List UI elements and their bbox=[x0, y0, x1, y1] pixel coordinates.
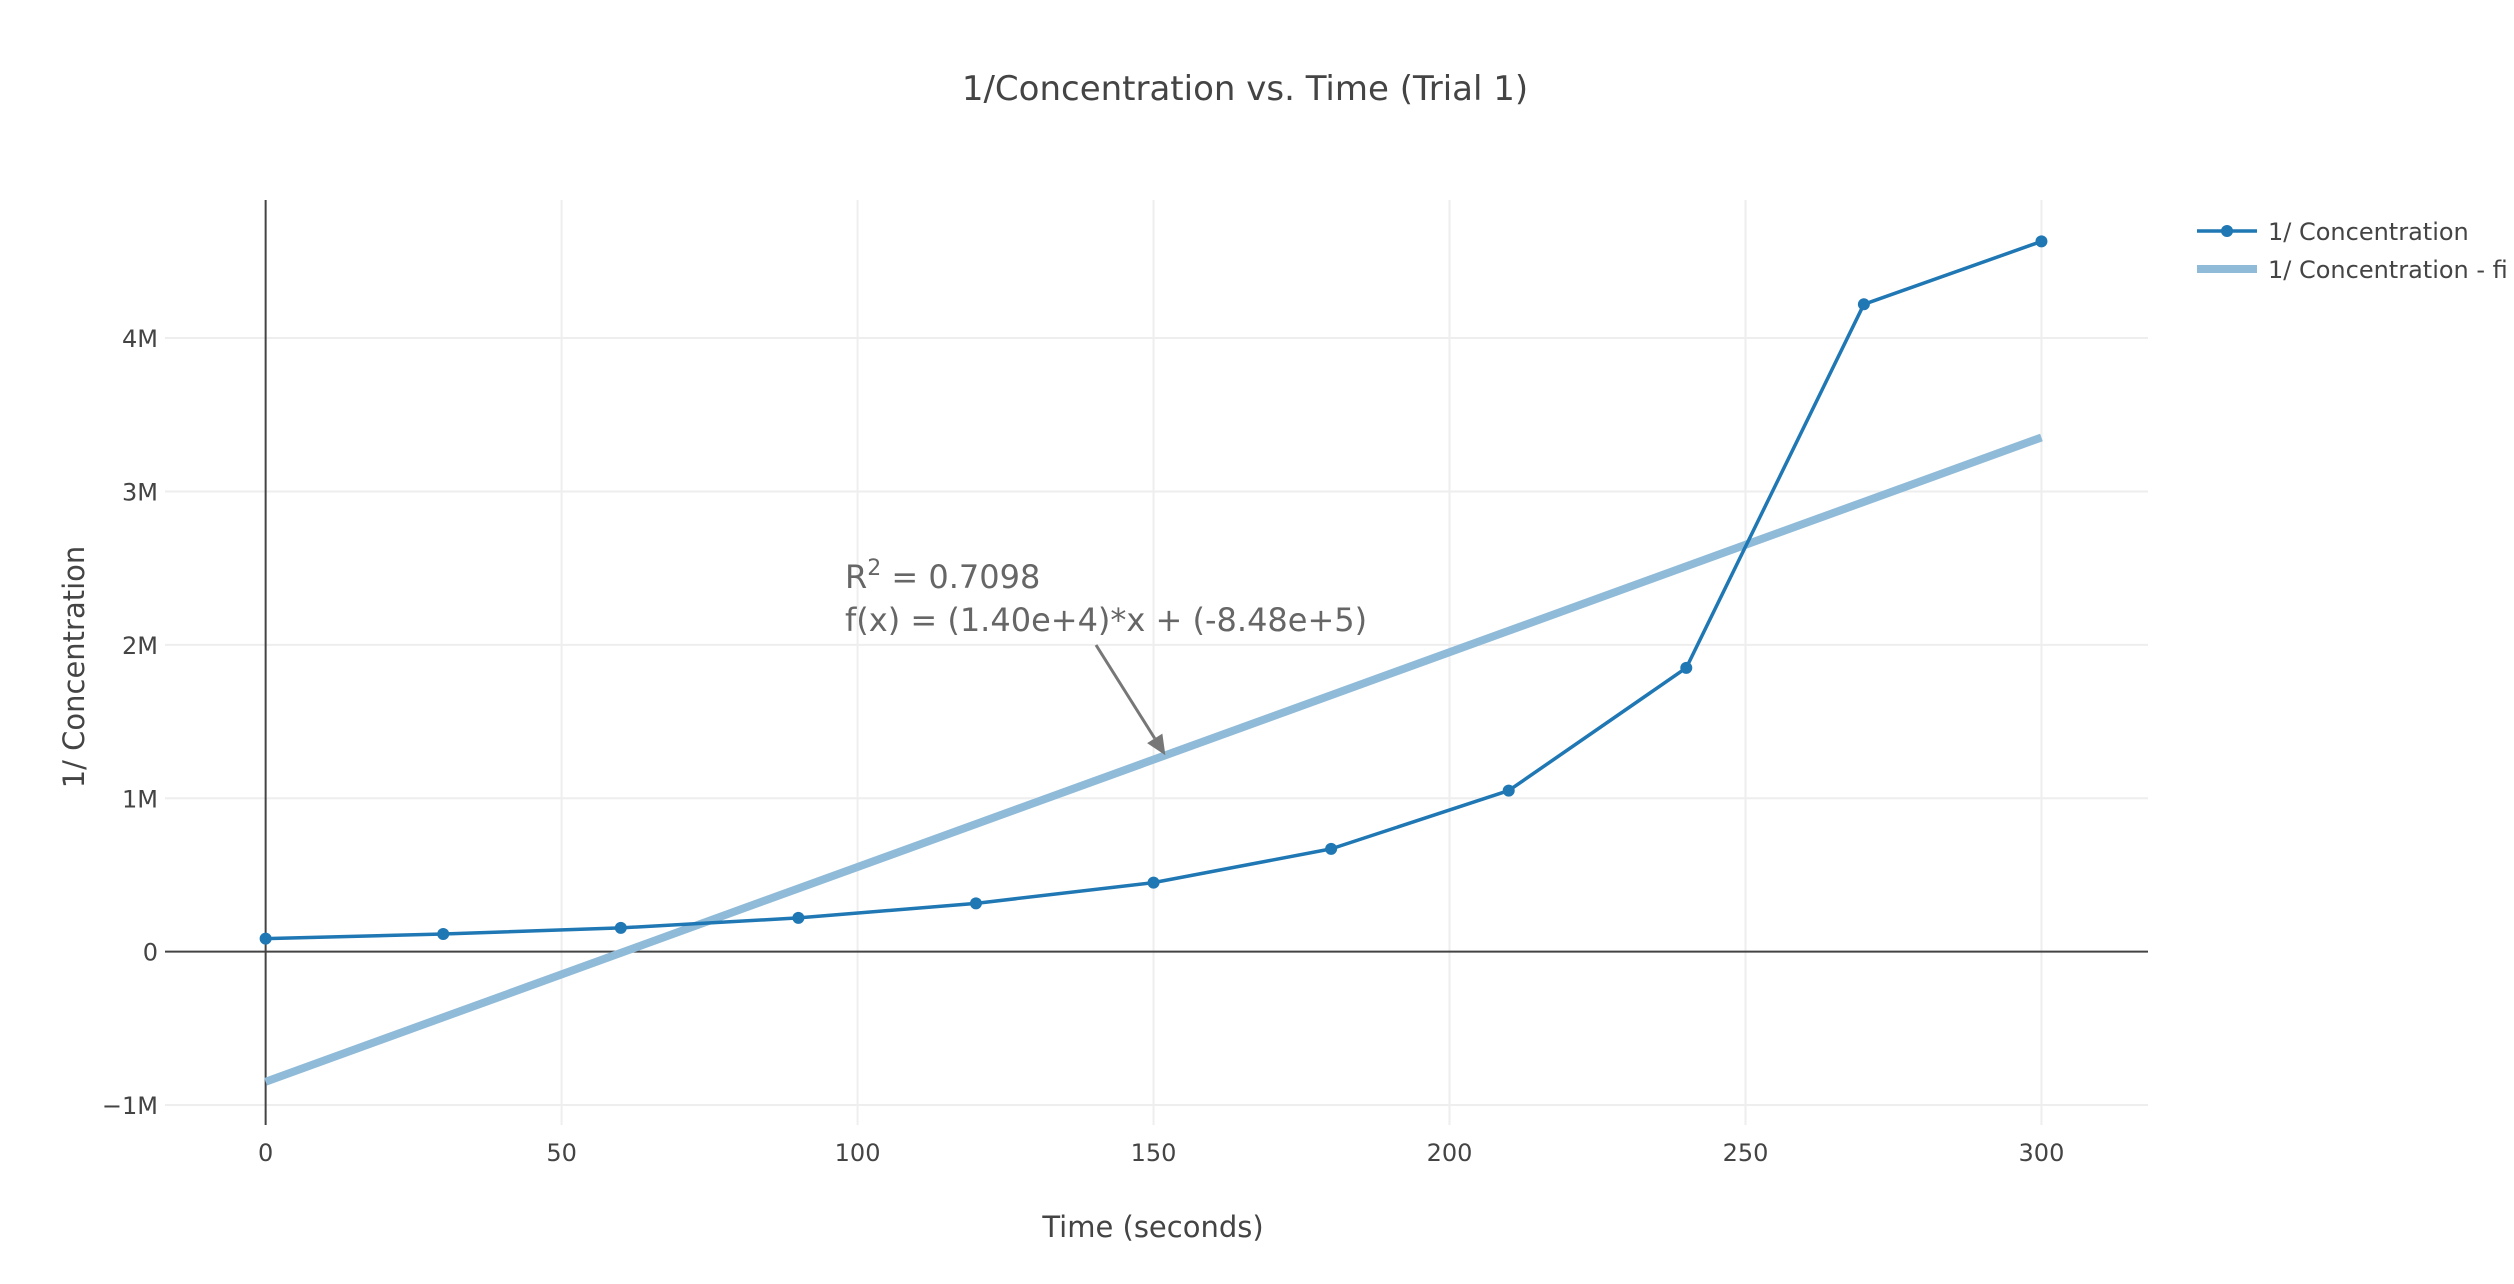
data-point bbox=[792, 911, 805, 924]
x-tick-label: 250 bbox=[1723, 1139, 1769, 1167]
legend[interactable]: 1/ Concentration 1/ Concentration - fi bbox=[2197, 218, 2508, 284]
y-axis-title: 1/ Concentration bbox=[57, 546, 91, 789]
y-tick-label: 4M bbox=[122, 325, 158, 353]
fit-equation-label: f(x) = (1.40e+4)*x + (-8.48e+5) bbox=[845, 601, 1367, 639]
legend-swatch-marker bbox=[2221, 225, 2233, 237]
data-point bbox=[259, 932, 272, 945]
data-point bbox=[614, 921, 627, 934]
legend-label: 1/ Concentration - fi bbox=[2268, 256, 2508, 284]
data-point bbox=[1680, 661, 1693, 674]
grid bbox=[165, 200, 2148, 1125]
x-tick-label: 200 bbox=[1427, 1139, 1473, 1167]
y-tick-label: 3M bbox=[122, 478, 158, 506]
x-axis-title: Time (seconds) bbox=[1041, 1210, 1263, 1244]
r-squared-label: R2 = 0.7098 bbox=[845, 556, 1040, 596]
y-tick-label: 2M bbox=[122, 632, 158, 660]
annotation-arrow-line bbox=[1094, 644, 1157, 740]
x-tick-label: 150 bbox=[1131, 1139, 1177, 1167]
data-point bbox=[437, 928, 450, 941]
x-tick-label: 100 bbox=[835, 1139, 881, 1167]
data-point bbox=[969, 897, 982, 910]
x-tick-label: 300 bbox=[2019, 1139, 2065, 1167]
y-tick-label: 1M bbox=[122, 785, 158, 813]
fit-annotation: R2 = 0.7098 f(x) = (1.40e+4)*x + (-8.48e… bbox=[845, 556, 1367, 756]
series-layer bbox=[259, 235, 2048, 1086]
x-tick-label: 0 bbox=[258, 1139, 273, 1167]
axes: 0 50 100 150 200 250 300 −1M 0 1M 2M 3M 4M bbox=[102, 200, 2148, 1167]
data-point bbox=[2035, 235, 2048, 248]
x-tick-label: 50 bbox=[546, 1139, 577, 1167]
data-point bbox=[1325, 842, 1338, 855]
data-point bbox=[1502, 784, 1515, 797]
data-point bbox=[1147, 876, 1160, 889]
data-point bbox=[1857, 298, 1870, 311]
y-tick-label: 0 bbox=[143, 939, 158, 967]
y-tick-label: −1M bbox=[102, 1092, 158, 1120]
legend-label: 1/ Concentration bbox=[2268, 218, 2469, 246]
chart-title: 1/Concentration vs. Time (Trial 1) bbox=[962, 69, 1528, 109]
annotation-arrow-head bbox=[1147, 733, 1166, 756]
